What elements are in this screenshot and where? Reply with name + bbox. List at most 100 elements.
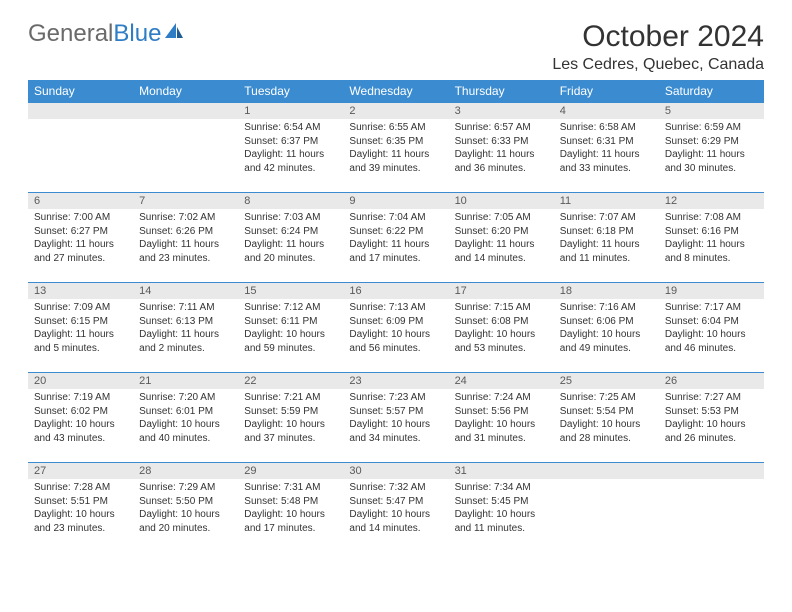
sunset-text: Sunset: 6:18 PM: [560, 225, 653, 239]
calendar-day-cell: 29Sunrise: 7:31 AMSunset: 5:48 PMDayligh…: [238, 463, 343, 553]
day-content: Sunrise: 7:05 AMSunset: 6:20 PMDaylight:…: [449, 209, 554, 269]
calendar-week-row: 27Sunrise: 7:28 AMSunset: 5:51 PMDayligh…: [28, 463, 764, 553]
day-content: Sunrise: 7:09 AMSunset: 6:15 PMDaylight:…: [28, 299, 133, 359]
sunrise-text: Sunrise: 6:55 AM: [349, 121, 442, 135]
day-content: Sunrise: 7:03 AMSunset: 6:24 PMDaylight:…: [238, 209, 343, 269]
sunrise-text: Sunrise: 7:29 AM: [139, 481, 232, 495]
day-content: Sunrise: 6:58 AMSunset: 6:31 PMDaylight:…: [554, 119, 659, 179]
day-number: 9: [343, 193, 448, 209]
calendar-day-cell: 25Sunrise: 7:25 AMSunset: 5:54 PMDayligh…: [554, 373, 659, 463]
sunrise-text: Sunrise: 7:32 AM: [349, 481, 442, 495]
sunrise-text: Sunrise: 7:16 AM: [560, 301, 653, 315]
weekday-header: Tuesday: [238, 80, 343, 103]
calendar-day-cell: 17Sunrise: 7:15 AMSunset: 6:08 PMDayligh…: [449, 283, 554, 373]
weekday-header: Sunday: [28, 80, 133, 103]
daylight-text: Daylight: 10 hours and 49 minutes.: [560, 328, 653, 355]
day-number: 10: [449, 193, 554, 209]
sunset-text: Sunset: 6:26 PM: [139, 225, 232, 239]
sunset-text: Sunset: 5:54 PM: [560, 405, 653, 419]
day-content: Sunrise: 7:34 AMSunset: 5:45 PMDaylight:…: [449, 479, 554, 539]
month-title: October 2024: [552, 20, 764, 54]
day-number: 27: [28, 463, 133, 479]
daylight-text: Daylight: 10 hours and 34 minutes.: [349, 418, 442, 445]
sunrise-text: Sunrise: 7:13 AM: [349, 301, 442, 315]
calendar-day-cell: 2Sunrise: 6:55 AMSunset: 6:35 PMDaylight…: [343, 103, 448, 193]
daylight-text: Daylight: 10 hours and 56 minutes.: [349, 328, 442, 355]
sunset-text: Sunset: 6:13 PM: [139, 315, 232, 329]
sunset-text: Sunset: 6:35 PM: [349, 135, 442, 149]
day-content: Sunrise: 7:13 AMSunset: 6:09 PMDaylight:…: [343, 299, 448, 359]
day-content: Sunrise: 7:08 AMSunset: 6:16 PMDaylight:…: [659, 209, 764, 269]
sunrise-text: Sunrise: 7:03 AM: [244, 211, 337, 225]
weekday-header: Friday: [554, 80, 659, 103]
calendar-day-cell: 20Sunrise: 7:19 AMSunset: 6:02 PMDayligh…: [28, 373, 133, 463]
sunset-text: Sunset: 6:24 PM: [244, 225, 337, 239]
day-content: [28, 119, 133, 125]
day-content: [554, 479, 659, 485]
day-number: 12: [659, 193, 764, 209]
calendar-day-cell: 3Sunrise: 6:57 AMSunset: 6:33 PMDaylight…: [449, 103, 554, 193]
sunset-text: Sunset: 5:47 PM: [349, 495, 442, 509]
daylight-text: Daylight: 10 hours and 14 minutes.: [349, 508, 442, 535]
sunset-text: Sunset: 6:02 PM: [34, 405, 127, 419]
day-content: [659, 479, 764, 485]
calendar-day-cell: 4Sunrise: 6:58 AMSunset: 6:31 PMDaylight…: [554, 103, 659, 193]
sunrise-text: Sunrise: 7:23 AM: [349, 391, 442, 405]
sunrise-text: Sunrise: 6:54 AM: [244, 121, 337, 135]
sunrise-text: Sunrise: 7:09 AM: [34, 301, 127, 315]
sunset-text: Sunset: 6:08 PM: [455, 315, 548, 329]
daylight-text: Daylight: 11 hours and 5 minutes.: [34, 328, 127, 355]
calendar-day-cell: 28Sunrise: 7:29 AMSunset: 5:50 PMDayligh…: [133, 463, 238, 553]
calendar-day-cell: 22Sunrise: 7:21 AMSunset: 5:59 PMDayligh…: [238, 373, 343, 463]
day-number: [28, 103, 133, 119]
calendar-day-cell: 30Sunrise: 7:32 AMSunset: 5:47 PMDayligh…: [343, 463, 448, 553]
day-content: Sunrise: 7:31 AMSunset: 5:48 PMDaylight:…: [238, 479, 343, 539]
day-number: 13: [28, 283, 133, 299]
day-content: Sunrise: 7:25 AMSunset: 5:54 PMDaylight:…: [554, 389, 659, 449]
calendar-day-cell: [28, 103, 133, 193]
daylight-text: Daylight: 11 hours and 8 minutes.: [665, 238, 758, 265]
daylight-text: Daylight: 10 hours and 43 minutes.: [34, 418, 127, 445]
sunrise-text: Sunrise: 7:00 AM: [34, 211, 127, 225]
sunset-text: Sunset: 6:31 PM: [560, 135, 653, 149]
weekday-header: Thursday: [449, 80, 554, 103]
sunset-text: Sunset: 6:27 PM: [34, 225, 127, 239]
day-content: Sunrise: 6:55 AMSunset: 6:35 PMDaylight:…: [343, 119, 448, 179]
daylight-text: Daylight: 10 hours and 46 minutes.: [665, 328, 758, 355]
day-number: 17: [449, 283, 554, 299]
day-number: 15: [238, 283, 343, 299]
calendar-day-cell: 24Sunrise: 7:24 AMSunset: 5:56 PMDayligh…: [449, 373, 554, 463]
day-number: 26: [659, 373, 764, 389]
calendar-day-cell: [659, 463, 764, 553]
day-number: 2: [343, 103, 448, 119]
calendar-day-cell: 8Sunrise: 7:03 AMSunset: 6:24 PMDaylight…: [238, 193, 343, 283]
calendar-day-cell: 23Sunrise: 7:23 AMSunset: 5:57 PMDayligh…: [343, 373, 448, 463]
day-content: Sunrise: 6:54 AMSunset: 6:37 PMDaylight:…: [238, 119, 343, 179]
sunrise-text: Sunrise: 7:24 AM: [455, 391, 548, 405]
sunset-text: Sunset: 5:45 PM: [455, 495, 548, 509]
daylight-text: Daylight: 11 hours and 17 minutes.: [349, 238, 442, 265]
day-number: 20: [28, 373, 133, 389]
calendar-day-cell: 10Sunrise: 7:05 AMSunset: 6:20 PMDayligh…: [449, 193, 554, 283]
day-number: 5: [659, 103, 764, 119]
calendar-day-cell: 12Sunrise: 7:08 AMSunset: 6:16 PMDayligh…: [659, 193, 764, 283]
day-content: Sunrise: 7:17 AMSunset: 6:04 PMDaylight:…: [659, 299, 764, 359]
daylight-text: Daylight: 11 hours and 42 minutes.: [244, 148, 337, 175]
sunset-text: Sunset: 6:20 PM: [455, 225, 548, 239]
daylight-text: Daylight: 11 hours and 11 minutes.: [560, 238, 653, 265]
logo-text-gray: General: [28, 20, 113, 48]
sunset-text: Sunset: 6:29 PM: [665, 135, 758, 149]
day-content: Sunrise: 7:24 AMSunset: 5:56 PMDaylight:…: [449, 389, 554, 449]
sunrise-text: Sunrise: 7:07 AM: [560, 211, 653, 225]
daylight-text: Daylight: 10 hours and 26 minutes.: [665, 418, 758, 445]
sunrise-text: Sunrise: 7:20 AM: [139, 391, 232, 405]
sunset-text: Sunset: 5:50 PM: [139, 495, 232, 509]
day-number: [659, 463, 764, 479]
daylight-text: Daylight: 11 hours and 36 minutes.: [455, 148, 548, 175]
calendar-week-row: 20Sunrise: 7:19 AMSunset: 6:02 PMDayligh…: [28, 373, 764, 463]
calendar-day-cell: 31Sunrise: 7:34 AMSunset: 5:45 PMDayligh…: [449, 463, 554, 553]
sunrise-text: Sunrise: 7:05 AM: [455, 211, 548, 225]
day-number: 16: [343, 283, 448, 299]
daylight-text: Daylight: 10 hours and 40 minutes.: [139, 418, 232, 445]
daylight-text: Daylight: 11 hours and 30 minutes.: [665, 148, 758, 175]
